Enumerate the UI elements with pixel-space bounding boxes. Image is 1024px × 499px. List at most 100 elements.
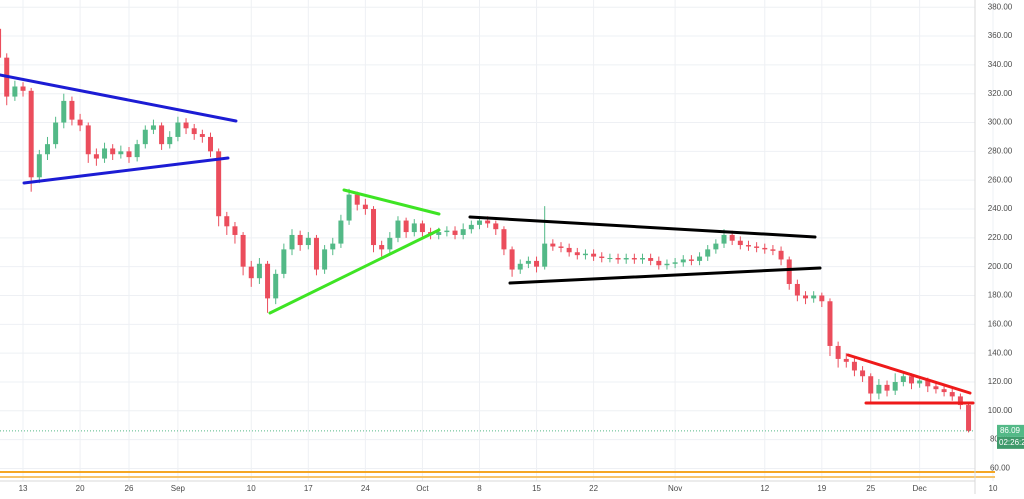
countdown-box bbox=[997, 436, 1024, 449]
y-tick-label: 100.00 bbox=[988, 406, 1013, 415]
candle-body bbox=[468, 224, 474, 230]
candle-body bbox=[517, 263, 523, 270]
candle-body bbox=[305, 237, 311, 246]
candle-body bbox=[436, 232, 442, 235]
trend-line bbox=[268, 228, 441, 315]
candle-body bbox=[232, 226, 238, 235]
candle-body bbox=[297, 234, 303, 246]
x-tick-label: Dec bbox=[913, 484, 927, 493]
candle-body bbox=[118, 151, 124, 155]
candle-body bbox=[273, 273, 279, 299]
candle-body bbox=[688, 259, 694, 261]
x-tick-label: 22 bbox=[589, 484, 598, 493]
y-tick-label: 180.00 bbox=[988, 291, 1013, 300]
last-price-label: 86.09 bbox=[1000, 426, 1021, 435]
candle-body bbox=[183, 122, 189, 129]
candle-body bbox=[485, 220, 491, 224]
candle-body bbox=[28, 90, 34, 178]
candle-body bbox=[582, 253, 588, 256]
candle-body bbox=[737, 240, 743, 246]
candle-body bbox=[36, 154, 42, 178]
candle-body bbox=[346, 194, 352, 221]
candle-body bbox=[754, 246, 760, 248]
candle-body bbox=[330, 243, 336, 250]
trend-lines bbox=[0, 73, 975, 405]
countdown-label: 02:26:2 bbox=[999, 438, 1024, 447]
candle-body bbox=[623, 258, 629, 260]
last-price-box bbox=[997, 424, 1024, 437]
y-tick-label: 380.00 bbox=[988, 2, 1013, 11]
trend-line bbox=[508, 266, 822, 285]
candle-body bbox=[574, 252, 580, 256]
x-tick-label: 26 bbox=[125, 484, 134, 493]
candle-body bbox=[827, 301, 833, 346]
candle-body bbox=[819, 295, 825, 302]
candle-body bbox=[476, 220, 482, 225]
candle-body bbox=[322, 249, 328, 270]
candle-body bbox=[371, 209, 377, 246]
x-tick-label: 25 bbox=[866, 484, 875, 493]
candle-body bbox=[452, 230, 458, 235]
x-tick-label: 19 bbox=[817, 484, 826, 493]
candle-body bbox=[44, 144, 50, 155]
candle-body bbox=[794, 283, 800, 296]
candle-body bbox=[917, 380, 923, 384]
candle-body bbox=[860, 370, 866, 377]
y-tick-label: 220.00 bbox=[988, 233, 1013, 242]
x-tick-label: 20 bbox=[76, 484, 85, 493]
candle-body bbox=[762, 247, 768, 250]
candle-body bbox=[558, 246, 564, 248]
candle-body bbox=[721, 234, 727, 244]
trend-line bbox=[468, 215, 817, 239]
candle-body bbox=[199, 134, 205, 137]
candle-body bbox=[444, 230, 450, 233]
y-tick-label: 60.00 bbox=[990, 464, 1011, 473]
candle-body bbox=[493, 223, 499, 230]
axis-labels: 60.0080.00100.00120.00140.00160.00180.00… bbox=[19, 2, 1024, 493]
trend-line bbox=[342, 188, 441, 216]
candle-body bbox=[949, 392, 955, 397]
y-tick-label: 240.00 bbox=[988, 204, 1013, 213]
candle-body bbox=[159, 125, 165, 145]
candle-body bbox=[607, 258, 613, 260]
x-tick-label: Nov bbox=[668, 484, 682, 493]
candle-body bbox=[362, 204, 368, 210]
candle-body bbox=[126, 151, 132, 158]
candle-body bbox=[102, 148, 108, 159]
candle-body bbox=[648, 258, 654, 261]
trend-line bbox=[0, 73, 238, 123]
candle-body bbox=[550, 243, 556, 247]
candle-body bbox=[0, 28, 2, 58]
y-tick-label: 280.00 bbox=[988, 146, 1013, 155]
candle-body bbox=[460, 229, 466, 235]
y-tick-label: 160.00 bbox=[988, 319, 1013, 328]
candle-body bbox=[770, 249, 776, 251]
candle-body bbox=[925, 380, 931, 387]
trend-line bbox=[22, 156, 230, 185]
x-tick-label: 10 bbox=[247, 484, 256, 493]
candle-body bbox=[338, 220, 344, 244]
candle-body bbox=[509, 249, 515, 270]
candle-body bbox=[672, 262, 678, 264]
candle-body bbox=[745, 245, 751, 247]
candle-body bbox=[191, 128, 197, 135]
candle-body bbox=[664, 263, 670, 266]
candle-body bbox=[868, 376, 874, 394]
candle-body bbox=[811, 295, 817, 299]
candle-body bbox=[20, 86, 26, 91]
candle-body bbox=[93, 154, 99, 159]
candle-body bbox=[534, 260, 540, 267]
candle-body bbox=[265, 263, 271, 299]
candle-body bbox=[167, 136, 173, 145]
candle-body bbox=[85, 125, 91, 155]
x-tick-label: 13 bbox=[19, 484, 28, 493]
y-tick-label: 320.00 bbox=[988, 89, 1013, 98]
candle-body bbox=[208, 136, 214, 152]
candle-body bbox=[134, 144, 140, 158]
candle-body bbox=[892, 381, 898, 391]
candle-body bbox=[256, 263, 262, 279]
candle-body bbox=[680, 259, 686, 263]
x-tick-label: Sep bbox=[171, 484, 186, 493]
candle-body bbox=[142, 129, 148, 145]
y-tick-label: 340.00 bbox=[988, 60, 1013, 69]
